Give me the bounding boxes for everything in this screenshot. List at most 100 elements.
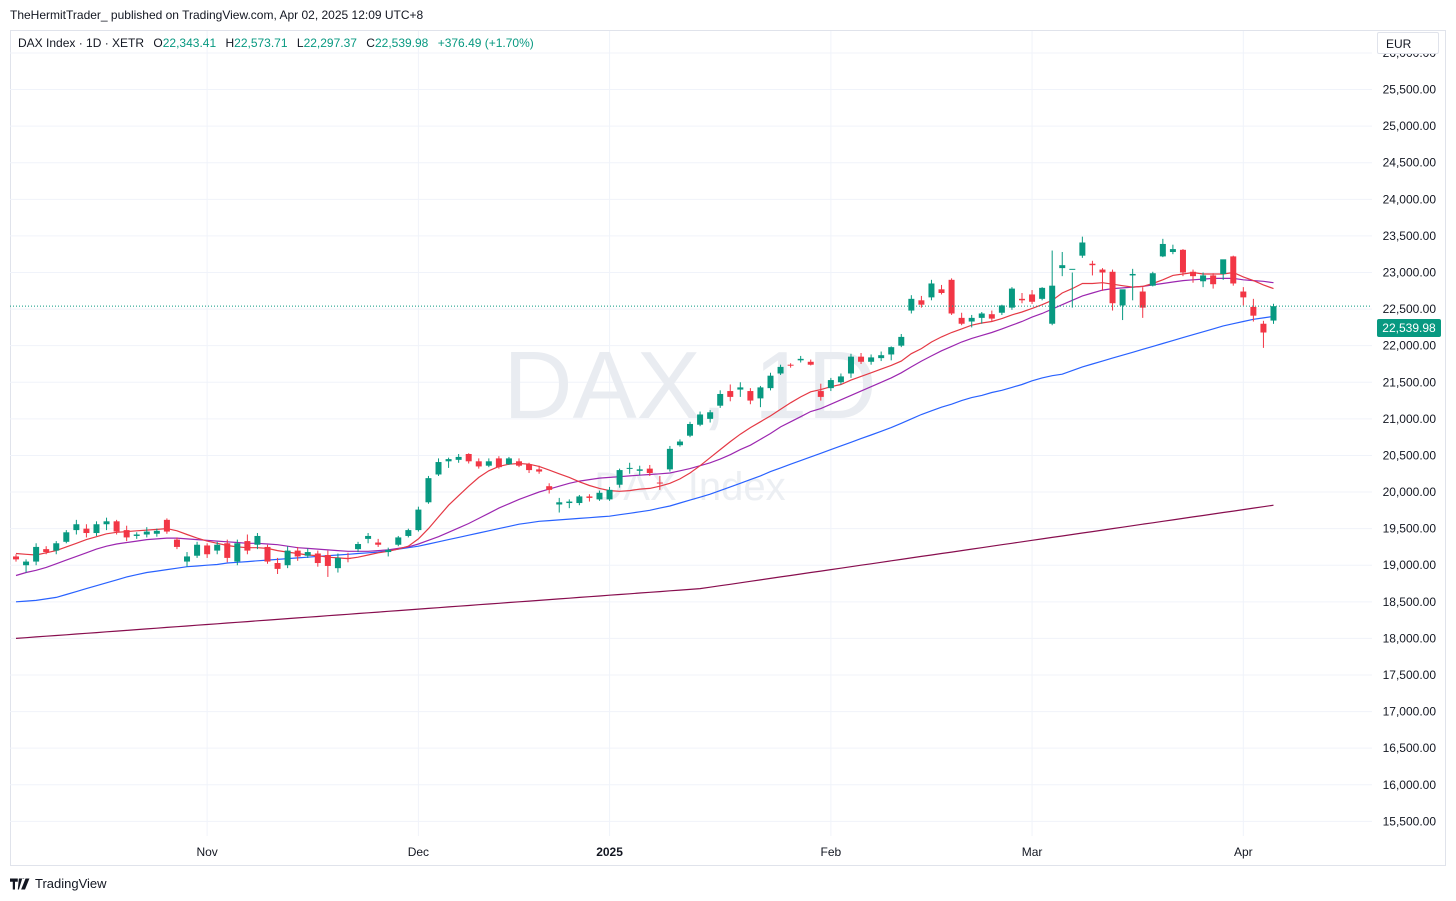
change-value: +376.49 (+1.70%) bbox=[437, 36, 534, 50]
footer-brand: TradingView bbox=[35, 876, 107, 891]
footer: TradingView bbox=[10, 876, 107, 891]
candle-body bbox=[294, 550, 301, 557]
candle-body bbox=[324, 554, 331, 566]
candle-body bbox=[375, 542, 382, 545]
candle-body bbox=[1129, 273, 1136, 276]
candle-body bbox=[817, 391, 824, 397]
candle-body bbox=[968, 317, 975, 322]
open-label: O bbox=[153, 36, 163, 50]
candle-body bbox=[707, 412, 714, 419]
candle-body bbox=[566, 501, 573, 504]
candle-body bbox=[113, 521, 120, 532]
candle-body bbox=[1069, 268, 1076, 270]
candle-body bbox=[546, 486, 553, 490]
candle-body bbox=[1049, 285, 1056, 324]
candle-body bbox=[1029, 294, 1036, 302]
candle-body bbox=[1059, 265, 1066, 269]
candle-body bbox=[365, 535, 372, 539]
candle-body bbox=[526, 464, 533, 471]
y-tick-label: 25,500.00 bbox=[1383, 83, 1437, 97]
candle-body bbox=[978, 313, 985, 318]
candle-body bbox=[184, 556, 191, 562]
candle-body bbox=[737, 387, 744, 390]
candle-body bbox=[1119, 289, 1126, 306]
candle-body bbox=[344, 557, 351, 559]
candle-body bbox=[938, 289, 945, 293]
publish-info: TheHermitTrader_ published on TradingVie… bbox=[10, 8, 424, 22]
x-tick-label: 2025 bbox=[596, 845, 623, 859]
candle-body bbox=[807, 361, 814, 365]
candle-body bbox=[133, 534, 140, 536]
candle-body bbox=[556, 502, 563, 505]
candle-body bbox=[1109, 271, 1116, 304]
candle-body bbox=[73, 524, 80, 531]
y-tick-label: 23,500.00 bbox=[1383, 229, 1437, 243]
candle-body bbox=[928, 283, 935, 298]
candles bbox=[10, 236, 1372, 577]
y-tick-label: 16,500.00 bbox=[1383, 741, 1437, 755]
high-value: 22,573.71 bbox=[234, 36, 288, 50]
candle-body bbox=[355, 544, 362, 550]
candle-body bbox=[1230, 256, 1237, 284]
candle-body bbox=[264, 546, 271, 562]
candle-body bbox=[1200, 275, 1207, 282]
candle-body bbox=[485, 461, 492, 466]
candle-body bbox=[858, 356, 865, 362]
currency-selector[interactable]: EUR bbox=[1377, 32, 1439, 54]
y-tick-label: 22,000.00 bbox=[1383, 339, 1437, 353]
candle-body bbox=[274, 563, 281, 569]
candle-body bbox=[33, 546, 40, 562]
candle-body bbox=[234, 543, 241, 562]
candle-body bbox=[586, 496, 593, 498]
symbol-legend: DAX Index · 1D · XETR O22,343.41 H22,573… bbox=[18, 36, 534, 50]
candle-body bbox=[596, 492, 603, 500]
candle-body bbox=[827, 380, 834, 389]
candle-body bbox=[1008, 288, 1015, 308]
price-axis: 15,500.00 16,000.00 16,500.00 17,000.00 17,5… bbox=[1383, 46, 1437, 828]
x-tick-label: Mar bbox=[1022, 845, 1043, 859]
candle-body bbox=[194, 544, 201, 556]
candle-body bbox=[334, 557, 341, 569]
candle-body bbox=[505, 458, 512, 465]
candle-body bbox=[53, 543, 60, 551]
x-tick-label: Dec bbox=[408, 845, 429, 859]
y-tick-label: 17,000.00 bbox=[1383, 705, 1437, 719]
candle-body bbox=[1270, 306, 1277, 321]
candle-body bbox=[244, 541, 251, 551]
candle-body bbox=[385, 549, 392, 553]
y-tick-label: 20,500.00 bbox=[1383, 448, 1437, 462]
candle-body bbox=[616, 470, 623, 485]
y-tick-label: 19,000.00 bbox=[1383, 558, 1437, 572]
candle-body bbox=[13, 556, 19, 560]
ma-purple-line bbox=[15, 277, 1274, 577]
candle-body bbox=[536, 469, 543, 472]
low-value: 22,297.37 bbox=[303, 36, 357, 50]
candle-body bbox=[958, 317, 965, 324]
candle-body bbox=[908, 298, 915, 311]
tradingview-logo-icon bbox=[10, 877, 30, 890]
watermark-big: DAX, 1D bbox=[503, 332, 876, 439]
candle-body bbox=[405, 530, 412, 536]
time-axis: Nov Dec 2025 Feb Mar Apr bbox=[196, 845, 1252, 859]
x-tick-label: Apr bbox=[1234, 845, 1253, 859]
candle-body bbox=[1139, 291, 1146, 308]
y-tick-label: 24,500.00 bbox=[1383, 156, 1437, 170]
candle-body bbox=[224, 543, 231, 558]
candle-body bbox=[606, 489, 613, 500]
candle-body bbox=[214, 544, 221, 551]
candle-body bbox=[1250, 306, 1257, 316]
candle-body bbox=[777, 366, 784, 374]
y-tick-label: 21,500.00 bbox=[1383, 375, 1437, 389]
candle-body bbox=[304, 552, 311, 556]
candle-body bbox=[576, 496, 583, 504]
candle-body bbox=[173, 539, 180, 547]
candle-body bbox=[1019, 298, 1025, 301]
candle-body bbox=[1220, 259, 1227, 274]
candle-body bbox=[948, 279, 955, 314]
candle-body bbox=[314, 553, 321, 564]
candle-body bbox=[888, 347, 895, 355]
candle-body bbox=[455, 456, 462, 460]
candle-body bbox=[204, 545, 211, 555]
y-tick-label: 19,500.00 bbox=[1383, 522, 1437, 536]
